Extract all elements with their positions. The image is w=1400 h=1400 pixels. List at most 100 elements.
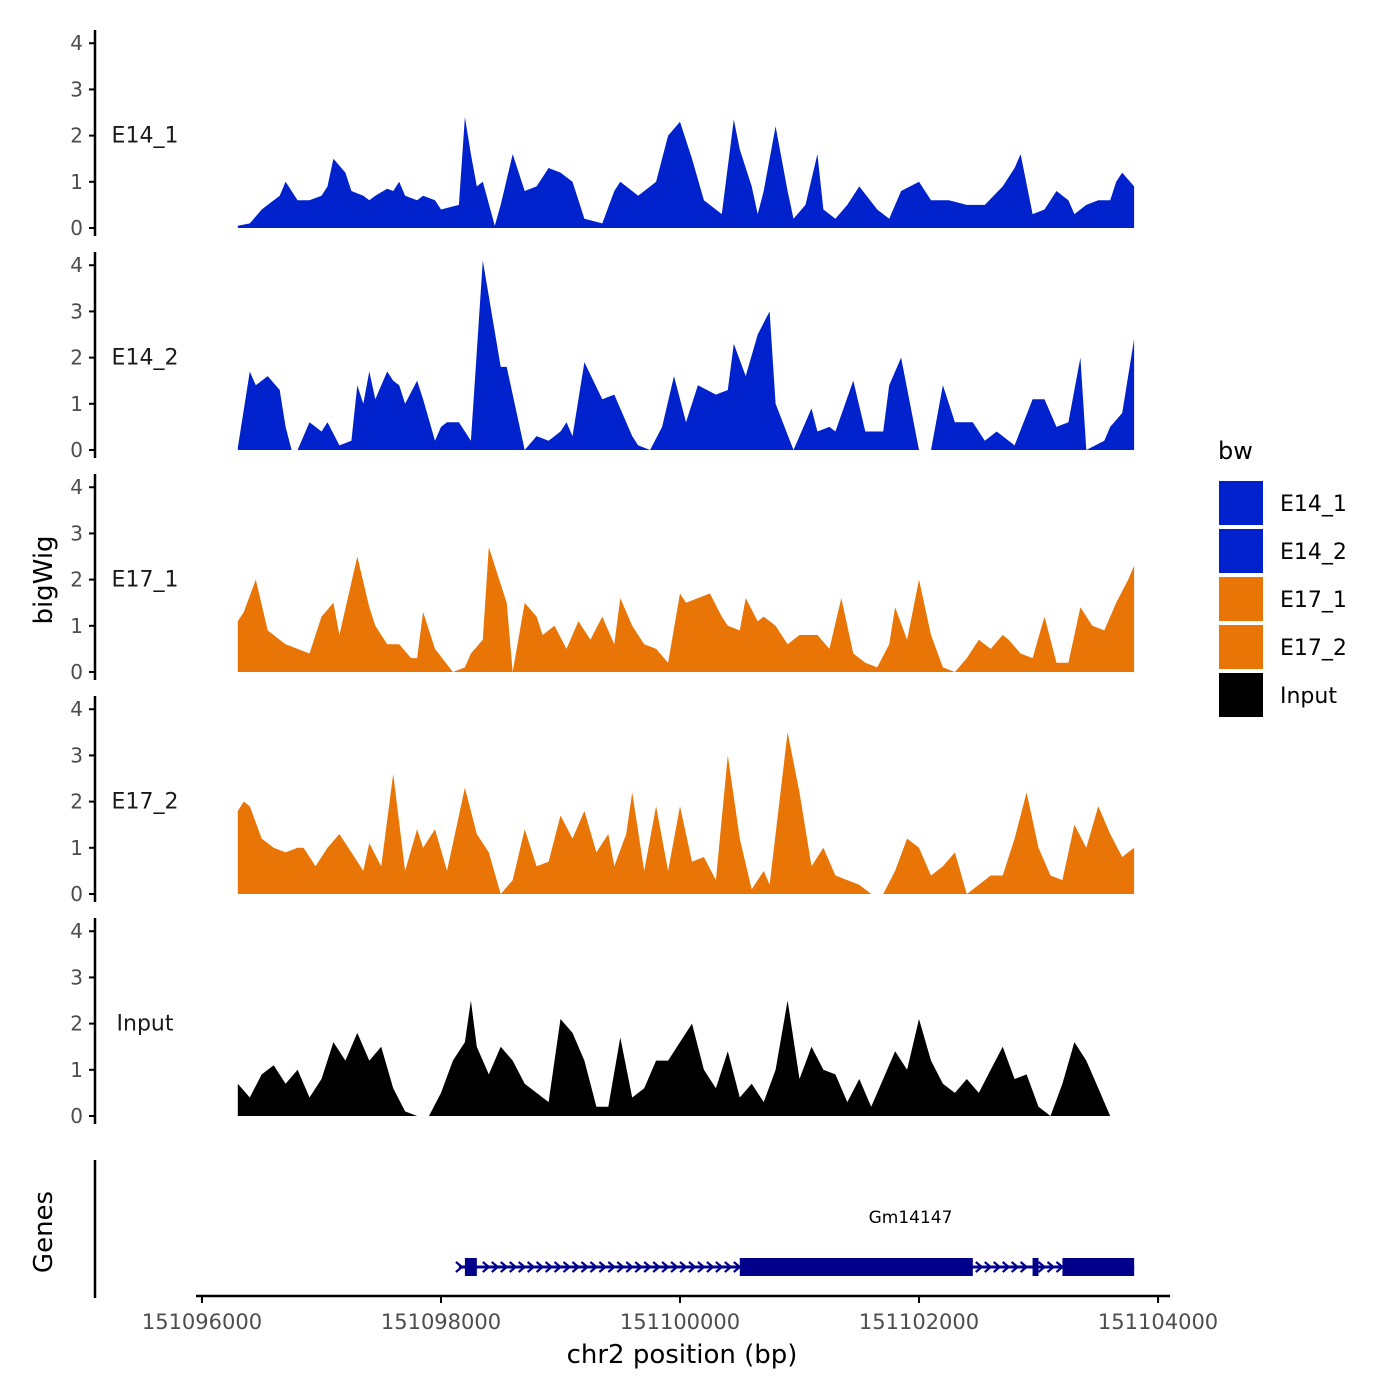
y-tick-label: 2	[70, 124, 83, 148]
strand-arrow	[607, 1261, 617, 1273]
gene-Gm14147: Gm14147	[455, 1208, 1135, 1276]
strand-arrow	[500, 1261, 509, 1273]
strand-arrow	[482, 1261, 491, 1273]
x-tick-label: 151098000	[381, 1310, 501, 1334]
track-label: E14_1	[112, 124, 179, 149]
y-tick-label: 2	[70, 346, 83, 370]
y-tick-label: 0	[70, 438, 83, 462]
strand-arrow	[1010, 1261, 1020, 1273]
y-tick-label: 1	[70, 1058, 83, 1082]
gene-exon	[739, 1258, 973, 1276]
strand-arrow	[455, 1261, 464, 1273]
strand-arrow	[634, 1261, 643, 1273]
legend-label: E17_2	[1280, 636, 1347, 661]
strand-arrow	[670, 1261, 679, 1273]
y-tick-label: 0	[70, 660, 83, 684]
y-tick-label: 3	[70, 299, 83, 323]
y-tick-label: 2	[70, 568, 83, 592]
x-axis: 151096000 151098000 151100000 151102000 1511…	[142, 1294, 1218, 1334]
gene-exon	[1062, 1258, 1135, 1276]
coverage-area-E17_2	[237, 732, 1135, 894]
y-tick-label: 0	[70, 1104, 83, 1128]
strand-arrow	[1037, 1261, 1047, 1273]
x-axis-title: chr2 position (bp)	[567, 1340, 798, 1370]
track-label: E17_1	[112, 568, 179, 593]
y-tick-label: 1	[70, 170, 83, 194]
strand-arrow	[535, 1261, 545, 1273]
strand-arrow	[544, 1261, 554, 1273]
strand-arrow	[984, 1261, 993, 1273]
strand-arrow	[643, 1261, 652, 1273]
strand-arrow	[553, 1261, 563, 1273]
track-label: E14_2	[112, 346, 179, 371]
strand-arrow	[517, 1261, 527, 1273]
y-tick-label: 1	[70, 392, 83, 416]
y-tick-label: 4	[70, 697, 83, 721]
track-Input: 0 1 2 3 4 Input	[70, 918, 1135, 1128]
y-tick-label: 0	[70, 216, 83, 240]
y-tick-label: 2	[70, 1012, 83, 1036]
track-label: Input	[117, 1012, 174, 1037]
legend-title: bw	[1218, 437, 1253, 465]
track-label: E17_2	[112, 790, 179, 815]
strand-arrow	[652, 1261, 661, 1273]
strand-arrow	[715, 1261, 724, 1273]
y-tick-label: 4	[70, 31, 83, 55]
y-tick-label: 4	[70, 475, 83, 499]
gene-exon	[464, 1258, 477, 1276]
strand-arrow	[580, 1261, 590, 1273]
strand-arrow	[562, 1261, 572, 1273]
coverage-area-E14_1	[237, 117, 1135, 228]
legend-swatch	[1219, 529, 1263, 573]
x-tick-label: 151100000	[620, 1310, 740, 1334]
coverage-area-E17_1	[237, 547, 1135, 672]
legend-label: Input	[1280, 684, 1337, 709]
coverage-tracks: 0 1 2 3 4 E14_1 0 1 2 3 4 E14_2 0 1 2 3 4 E17_1 0 1 2 3 4 E17_2…	[70, 30, 1135, 1128]
strand-arrow	[1001, 1261, 1011, 1273]
y-tick-label: 4	[70, 919, 83, 943]
track-E17_2: 0 1 2 3 4 E17_2	[70, 696, 1135, 906]
coverage-area-Input	[237, 1000, 1135, 1116]
strand-arrow	[706, 1261, 715, 1273]
y-tick-label: 1	[70, 836, 83, 860]
legend-swatch	[1219, 625, 1263, 669]
y-tick-label: 3	[70, 743, 83, 767]
strand-arrow	[589, 1261, 599, 1273]
gene-track-title: Genes	[29, 1191, 59, 1273]
y-tick-label: 3	[70, 521, 83, 545]
legend-swatch	[1219, 673, 1263, 717]
strand-arrow	[625, 1261, 634, 1273]
y-tick-label: 2	[70, 790, 83, 814]
strand-arrow	[508, 1261, 518, 1273]
legend: bw E14_1 E14_2 E17_1 E17_2 Input	[1218, 437, 1347, 717]
track-E14_2: 0 1 2 3 4 E14_2	[70, 252, 1135, 462]
strand-arrow	[688, 1261, 697, 1273]
strand-arrow	[724, 1261, 733, 1273]
strand-arrow	[993, 1261, 1002, 1273]
strand-arrow	[1019, 1261, 1029, 1273]
legend-label: E14_2	[1280, 540, 1347, 565]
x-tick-label: 151096000	[142, 1310, 262, 1334]
track-E14_1: 0 1 2 3 4 E14_1	[70, 30, 1135, 240]
gene-exon	[1032, 1258, 1039, 1276]
strand-arrow	[598, 1261, 608, 1273]
y-axis-title: bigWig	[29, 535, 59, 624]
strand-arrow	[679, 1261, 688, 1273]
strand-arrow	[975, 1261, 984, 1273]
x-tick-label: 151104000	[1098, 1310, 1218, 1334]
strand-arrow	[526, 1261, 536, 1273]
strand-arrow	[491, 1261, 500, 1273]
legend-swatch	[1219, 481, 1263, 525]
legend-label: E14_1	[1280, 492, 1347, 517]
legend-swatch	[1219, 577, 1263, 621]
strand-arrow	[661, 1261, 670, 1273]
coverage-area-E14_2	[237, 260, 1135, 450]
y-tick-label: 4	[70, 253, 83, 277]
gene-track: Gm14147	[93, 1160, 1135, 1298]
strand-arrow	[1046, 1261, 1056, 1273]
y-tick-label: 1	[70, 614, 83, 638]
gene-label: Gm14147	[869, 1208, 953, 1228]
y-tick-label: 3	[70, 77, 83, 101]
strand-arrow	[616, 1261, 625, 1273]
